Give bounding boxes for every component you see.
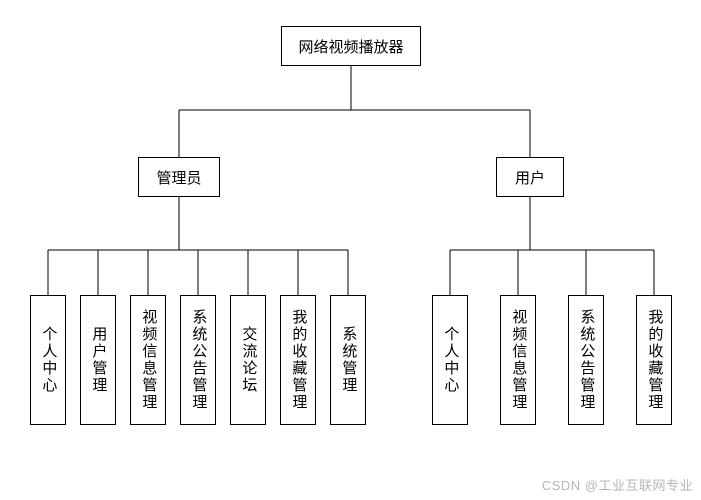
user-leaf-1: 视频信息管理 (500, 295, 536, 425)
branch-node-user: 用户 (496, 157, 564, 197)
user-leaf-0: 个人中心 (432, 295, 468, 425)
user-leaf-3: 我的收藏管理 (636, 295, 672, 425)
watermark-text: CSDN @工业互联网专业 (542, 475, 693, 494)
admin-leaf-4: 交流论坛 (230, 295, 266, 425)
user-leaf-2: 系统公告管理 (568, 295, 604, 425)
admin-leaf-6: 系统管理 (330, 295, 366, 425)
admin-leaf-3: 系统公告管理 (180, 295, 216, 425)
admin-leaf-2: 视频信息管理 (130, 295, 166, 425)
admin-leaf-5: 我的收藏管理 (280, 295, 316, 425)
admin-leaf-0: 个人中心 (30, 295, 66, 425)
branch-node-admin: 管理员 (138, 157, 220, 197)
root-node: 网络视频播放器 (281, 26, 421, 66)
admin-leaf-1: 用户管理 (80, 295, 116, 425)
connector-lines (0, 0, 701, 500)
